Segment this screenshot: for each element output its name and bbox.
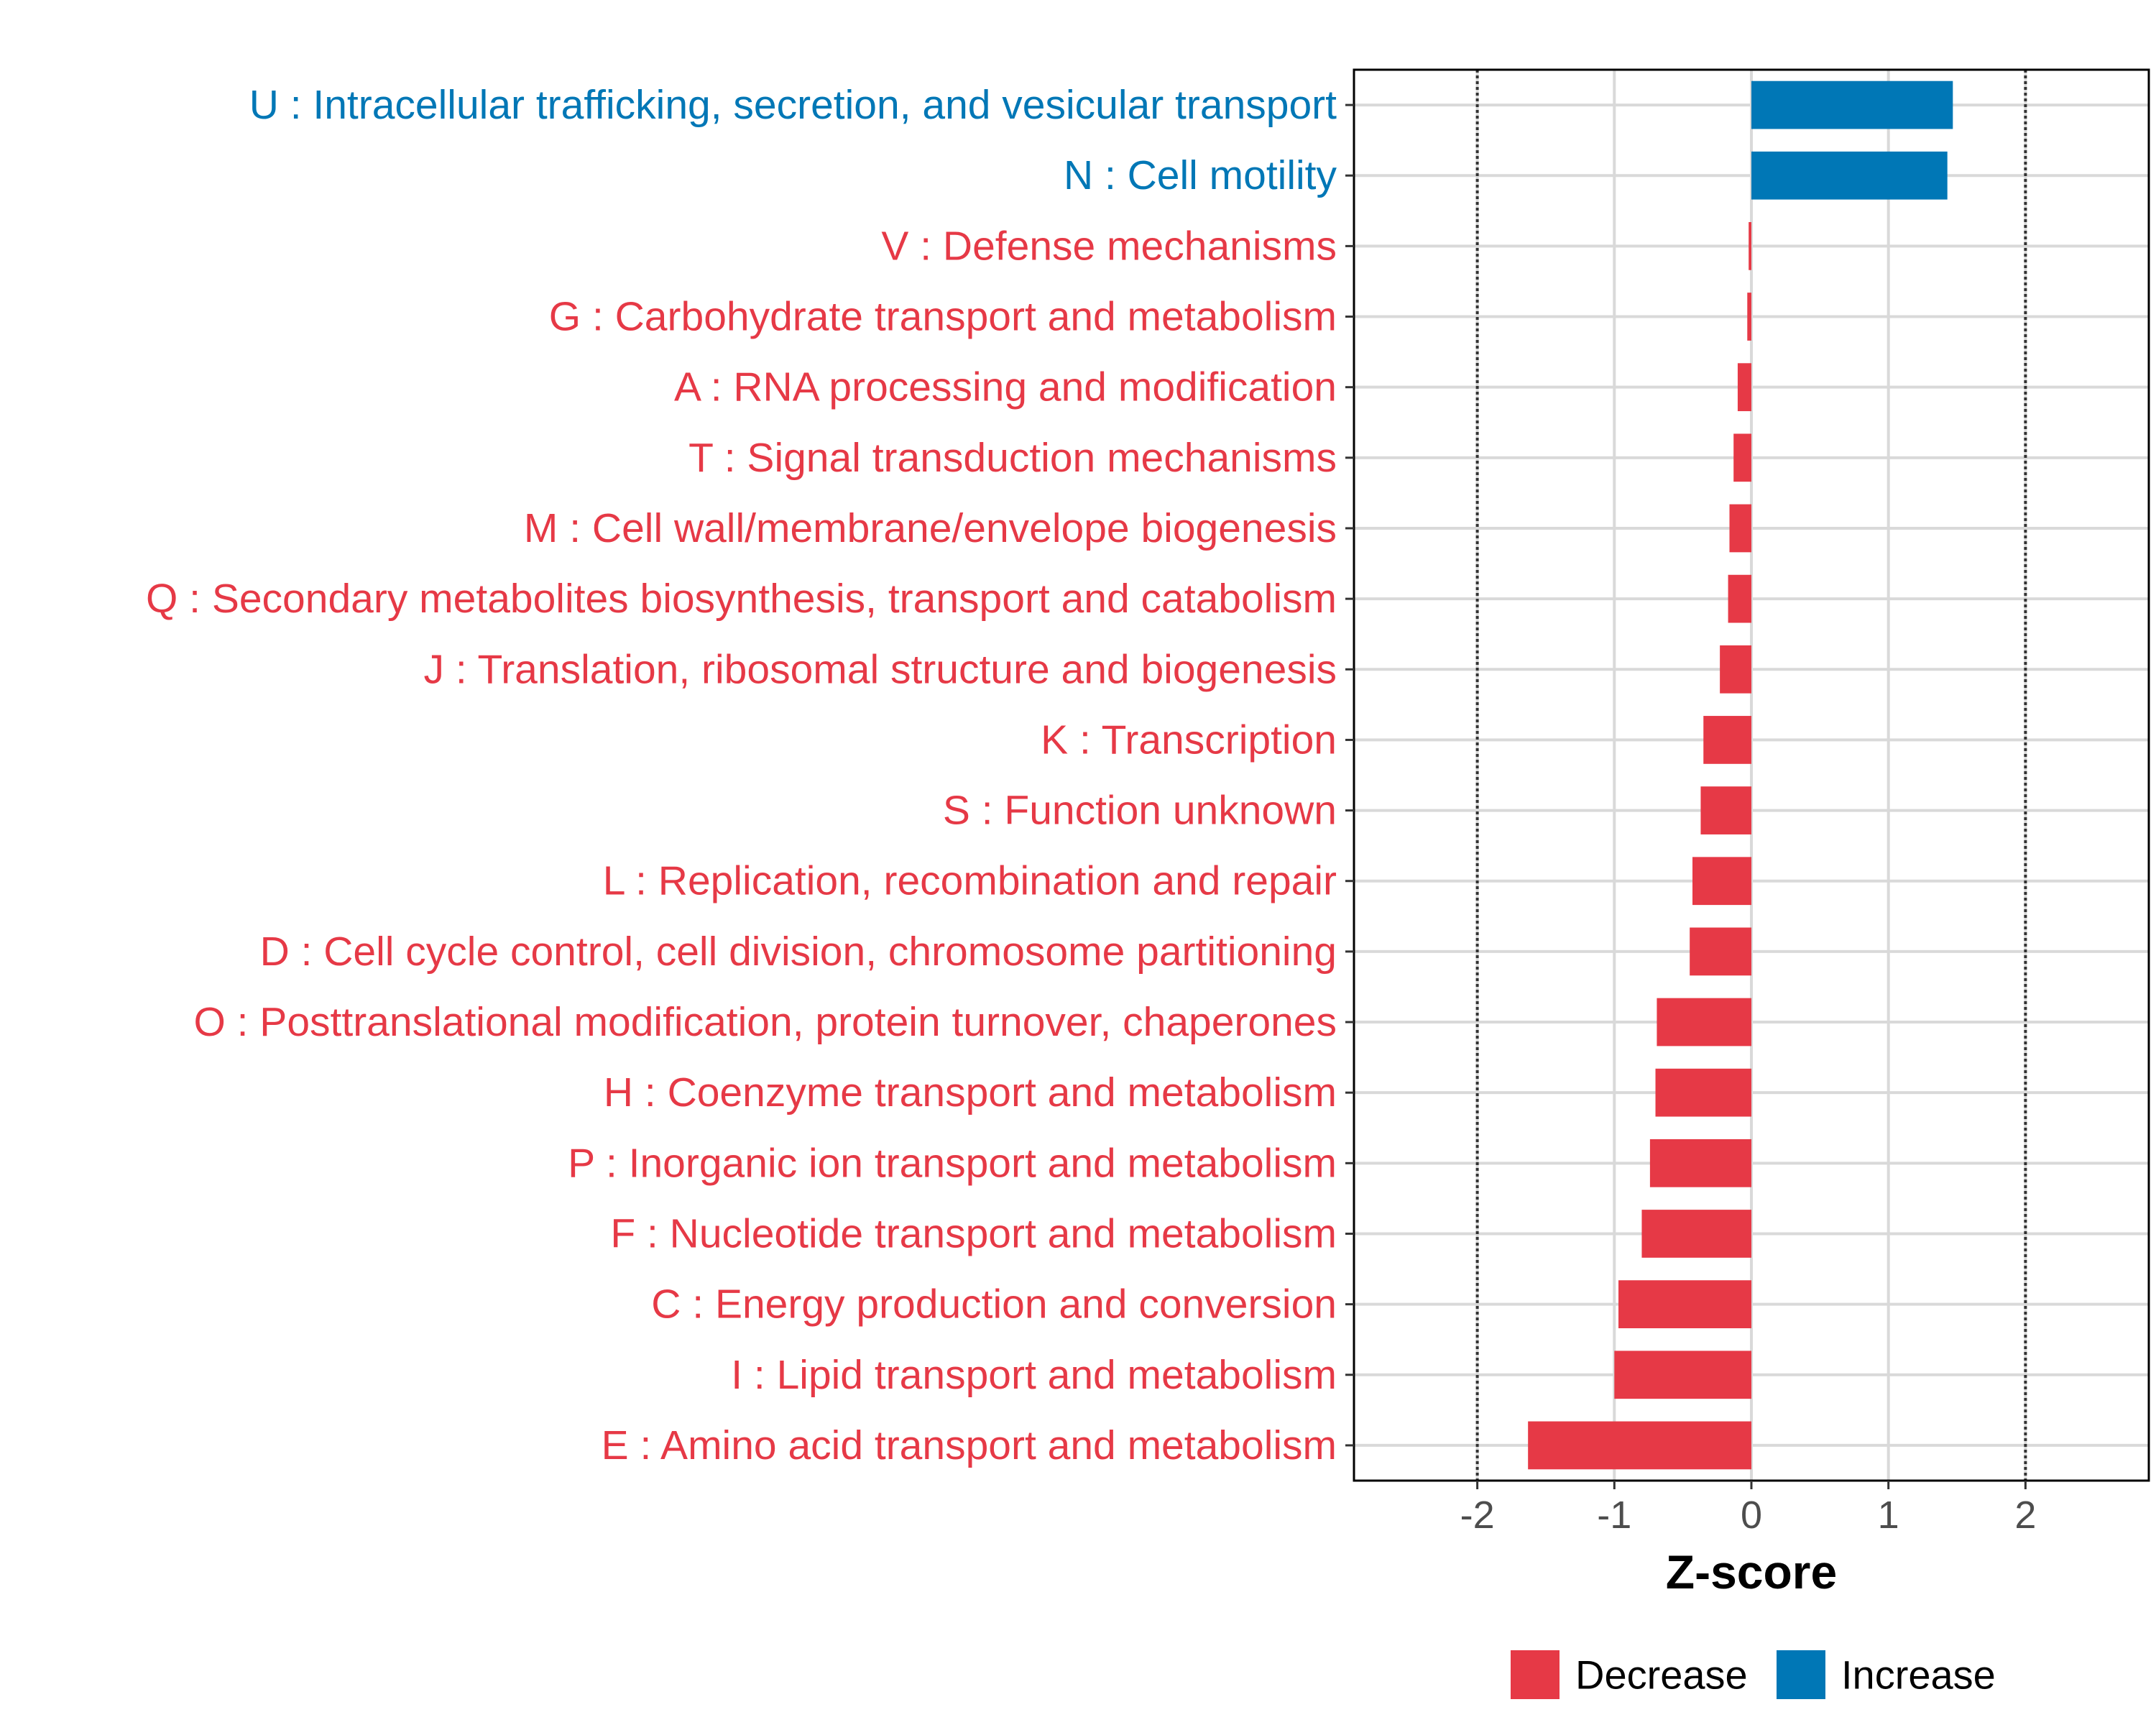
bar xyxy=(1657,998,1751,1046)
legend-swatch-decrease xyxy=(1511,1650,1560,1699)
category-label: N : Cell motility xyxy=(1064,152,1337,198)
category-label: K : Transcription xyxy=(1041,717,1337,763)
bar xyxy=(1729,504,1751,553)
category-label: I : Lipid transport and metabolism xyxy=(731,1352,1337,1398)
x-tick-label: -1 xyxy=(1597,1494,1631,1537)
x-tick-label: 2 xyxy=(2014,1494,2036,1537)
x-ticks: -2 -1 0 1 2 xyxy=(1460,1481,2036,1537)
bar xyxy=(1528,1421,1751,1470)
bar xyxy=(1737,363,1751,412)
bar xyxy=(1690,927,1751,976)
category-label: C : Energy production and conversion xyxy=(651,1282,1337,1328)
legend-label-increase: Increase xyxy=(1841,1652,1996,1698)
x-tick-label: -2 xyxy=(1460,1494,1495,1537)
category-label: J : Translation, ribosomal structure and… xyxy=(424,646,1337,692)
bar xyxy=(1703,716,1751,764)
category-label: T : Signal transduction mechanisms xyxy=(688,435,1337,481)
x-tick-label: 1 xyxy=(1878,1494,1899,1537)
bar xyxy=(1641,1210,1751,1258)
legend: Decrease Increase xyxy=(1511,1650,1996,1699)
grid-layer xyxy=(1354,70,2149,1481)
bar xyxy=(1728,574,1751,623)
category-label: F : Nucleotide transport and metabolism xyxy=(610,1210,1337,1256)
category-label: L : Replication, recombination and repai… xyxy=(603,858,1337,904)
category-label: Q : Secondary metabolites biosynthesis, … xyxy=(146,576,1337,622)
category-label: H : Coenzyme transport and metabolism xyxy=(604,1070,1337,1116)
x-tick-label: 0 xyxy=(1741,1494,1762,1537)
category-label: D : Cell cycle control, cell division, c… xyxy=(260,929,1337,975)
bar xyxy=(1692,857,1751,906)
bar xyxy=(1700,786,1751,834)
legend-swatch-increase xyxy=(1777,1650,1825,1699)
x-axis-title: Z-score xyxy=(1666,1545,1837,1598)
category-label: E : Amino acid transport and metabolism xyxy=(602,1422,1337,1468)
category-label: O : Posttranslational modification, prot… xyxy=(193,999,1337,1045)
bar xyxy=(1751,80,1953,129)
category-label: M : Cell wall/membrane/envelope biogenes… xyxy=(524,505,1337,551)
y-ticks: U : Intracellular trafficking, secretion… xyxy=(146,82,1354,1468)
bar xyxy=(1747,293,1751,341)
bar xyxy=(1733,433,1751,482)
bar xyxy=(1749,222,1751,270)
category-label: A : RNA processing and modification xyxy=(674,364,1337,410)
bar xyxy=(1751,151,1948,200)
bar xyxy=(1720,645,1751,694)
bars-layer xyxy=(1528,80,1953,1470)
category-label: V : Defense mechanisms xyxy=(881,223,1337,269)
bar xyxy=(1649,1138,1751,1187)
category-label: U : Intracellular trafficking, secretion… xyxy=(249,82,1337,128)
legend-label-decrease: Decrease xyxy=(1575,1652,1748,1698)
bar xyxy=(1655,1068,1751,1117)
category-label: S : Function unknown xyxy=(943,788,1337,834)
bar xyxy=(1618,1280,1751,1328)
category-label: G : Carbohydrate transport and metabolis… xyxy=(549,294,1337,340)
category-label: P : Inorganic ion transport and metaboli… xyxy=(568,1140,1337,1186)
bar xyxy=(1614,1351,1751,1399)
reference-lines xyxy=(1475,70,2027,1481)
